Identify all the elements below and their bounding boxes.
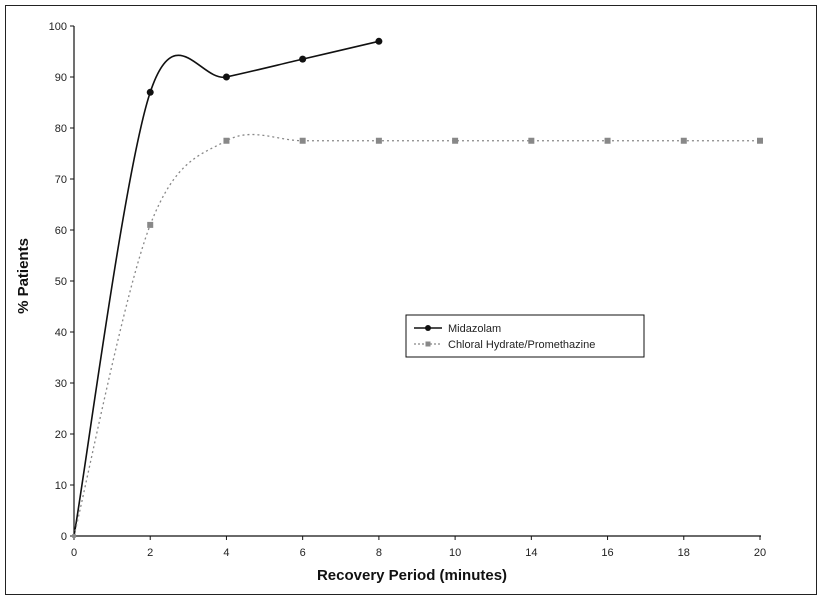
y-tick-label: 50: [55, 276, 67, 288]
legend-swatch-marker: [426, 342, 431, 347]
data-point: [147, 89, 154, 96]
data-point: [299, 56, 306, 63]
y-tick-label: 0: [61, 531, 67, 543]
y-tick-label: 20: [55, 429, 67, 441]
x-tick-label: 0: [71, 547, 77, 559]
x-tick-label: 2: [147, 547, 153, 559]
y-tick-label: 30: [55, 378, 67, 390]
data-point: [223, 138, 229, 144]
x-tick-label: 20: [754, 547, 766, 559]
legend-label: Chloral Hydrate/Promethazine: [448, 339, 595, 351]
series-1: [72, 38, 383, 538]
data-point: [223, 74, 230, 81]
data-point: [757, 138, 763, 144]
y-ticks: 0 10 20 30 40 50 60 70 80 90 100: [49, 21, 74, 543]
y-tick-label: 100: [49, 21, 67, 33]
x-tick-label: 4: [223, 547, 229, 559]
legend: Midazolam Chloral Hydrate/Promethazine: [406, 315, 644, 357]
series-line: [74, 41, 379, 536]
data-point: [452, 138, 458, 144]
y-tick-label: 10: [55, 480, 67, 492]
axes: [74, 26, 761, 536]
data-point: [681, 138, 687, 144]
y-tick-label: 40: [55, 327, 67, 339]
y-tick-label: 70: [55, 174, 67, 186]
y-axis-title: % Patients: [15, 238, 32, 314]
chart-frame: 0 10 20 30 40 50 60 70 80 90 100 0 2 4 6 8 10 14 16 18 20 R…: [5, 5, 817, 595]
x-tick-label: 6: [300, 547, 306, 559]
x-tick-label: 10: [449, 547, 461, 559]
y-tick-label: 60: [55, 225, 67, 237]
x-axis-title: Recovery Period (minutes): [317, 567, 507, 584]
x-tick-label: 16: [601, 547, 613, 559]
y-tick-label: 80: [55, 123, 67, 135]
data-point: [300, 138, 306, 144]
x-tick-label: 14: [525, 547, 537, 559]
data-point: [376, 138, 382, 144]
x-tick-label: 18: [678, 547, 690, 559]
legend-label: Midazolam: [448, 323, 501, 335]
x-ticks: 0 2 4 6 8 10 14 16 18 20: [71, 536, 766, 559]
data-point: [72, 534, 76, 538]
data-point: [375, 38, 382, 45]
data-point: [147, 222, 153, 228]
legend-swatch-marker: [425, 325, 431, 331]
data-point: [528, 138, 534, 144]
y-tick-label: 90: [55, 72, 67, 84]
data-point: [605, 138, 611, 144]
x-tick-label: 8: [376, 547, 382, 559]
series-layer: [72, 38, 763, 538]
line-chart: 0 10 20 30 40 50 60 70 80 90 100 0 2 4 6 8 10 14 16 18 20 R…: [6, 6, 816, 594]
